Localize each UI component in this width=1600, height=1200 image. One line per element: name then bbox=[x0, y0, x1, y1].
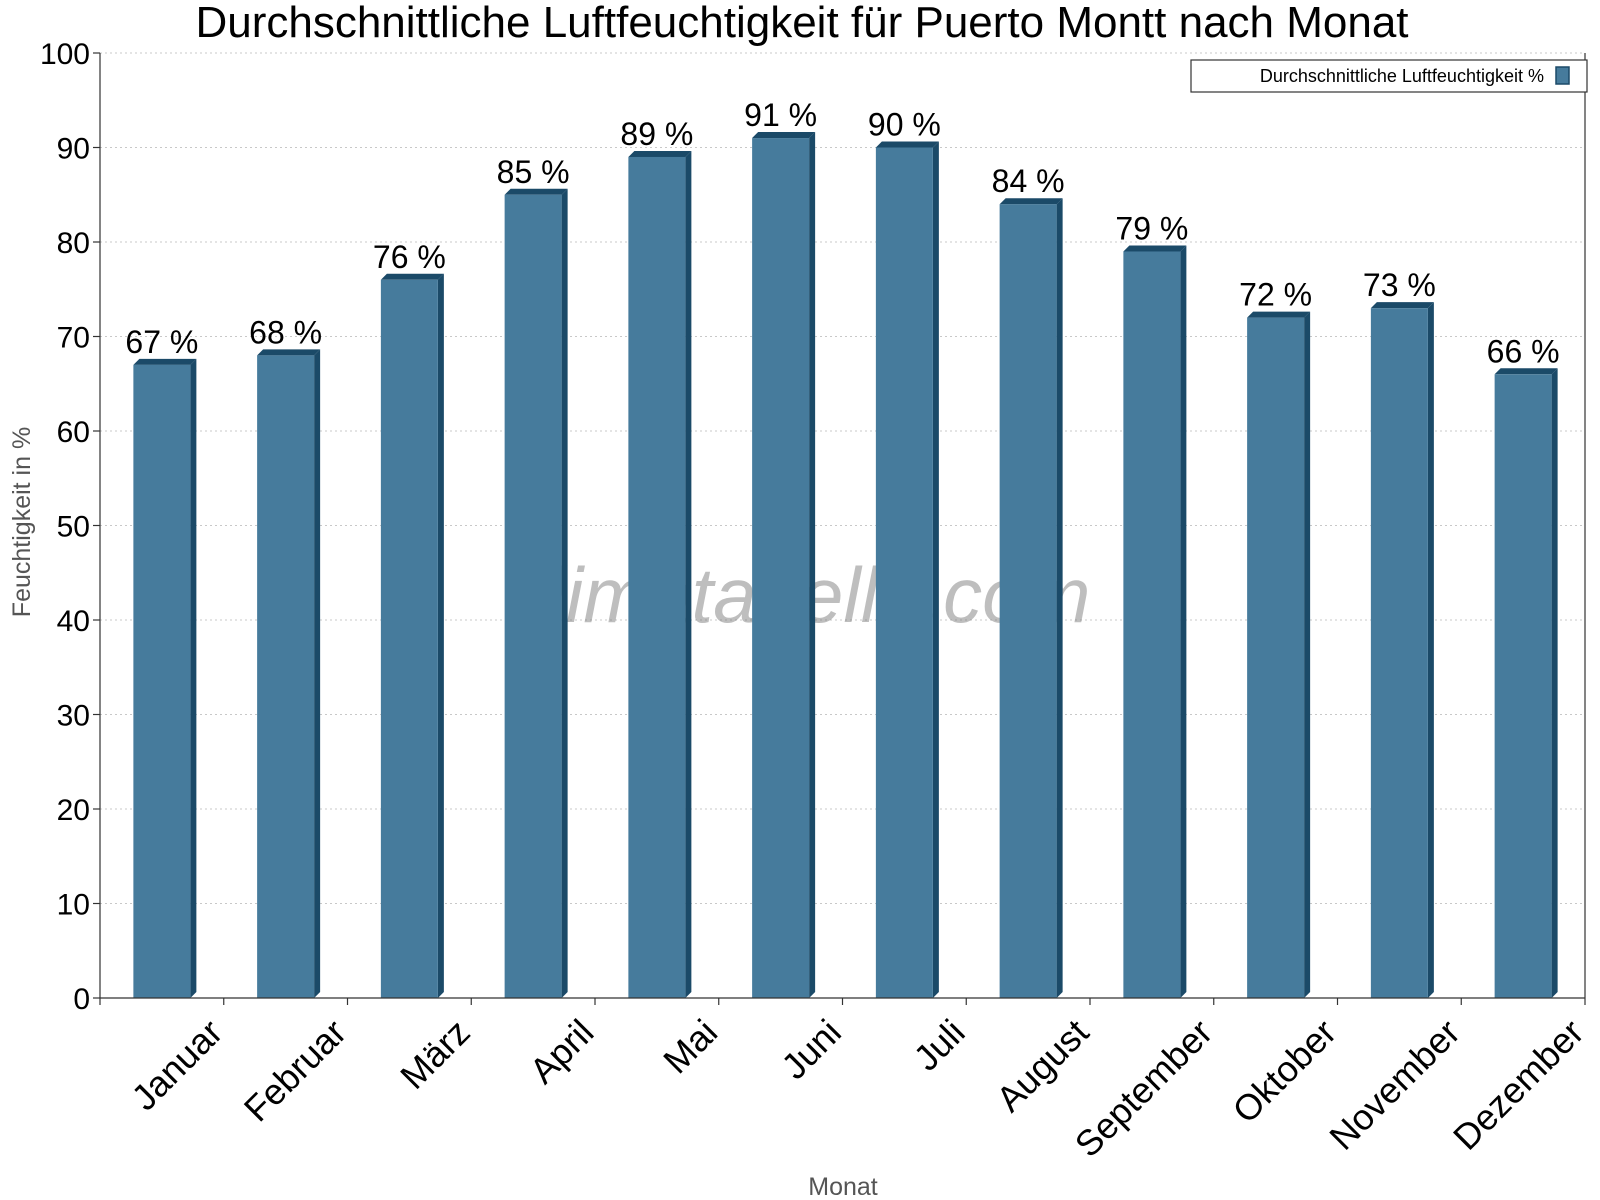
bar-top bbox=[257, 349, 321, 356]
bar-value-label: 76 % bbox=[373, 239, 446, 275]
bar-side bbox=[1304, 311, 1311, 999]
x-tick-label: Oktober bbox=[1224, 1011, 1344, 1131]
bar-value-label: 66 % bbox=[1487, 333, 1560, 369]
bar bbox=[133, 364, 191, 999]
y-tick-label: 20 bbox=[57, 794, 90, 827]
bar-group: 79 % bbox=[1115, 210, 1188, 998]
y-tick-label: 0 bbox=[73, 983, 90, 1016]
bar-top bbox=[628, 150, 692, 157]
bar-group: 72 % bbox=[1239, 277, 1312, 999]
y-tick-label: 90 bbox=[57, 133, 90, 166]
bar-value-label: 91 % bbox=[744, 97, 817, 133]
bar-top bbox=[1494, 368, 1558, 375]
bar-group: 91 % bbox=[744, 97, 817, 999]
bar-side bbox=[685, 150, 692, 998]
bar-value-label: 67 % bbox=[125, 324, 198, 360]
bar-value-label: 68 % bbox=[249, 314, 322, 350]
x-tick-label: Juli bbox=[906, 1011, 973, 1078]
y-tick-label: 10 bbox=[57, 889, 90, 922]
y-tick-label: 30 bbox=[57, 700, 90, 733]
bar bbox=[380, 279, 438, 998]
y-tick-label: 80 bbox=[57, 227, 90, 260]
bar-side bbox=[932, 141, 939, 998]
legend-swatch bbox=[1555, 66, 1570, 85]
bar-side bbox=[314, 349, 321, 998]
bar-group: 89 % bbox=[620, 116, 693, 998]
bar-group: 84 % bbox=[992, 163, 1065, 998]
x-tick-label: August bbox=[988, 1011, 1096, 1119]
y-tick-label: 40 bbox=[57, 605, 90, 638]
bar-top bbox=[875, 141, 939, 148]
bar-side bbox=[437, 273, 444, 998]
bar-group: 90 % bbox=[868, 107, 941, 998]
y-tick-label: 50 bbox=[57, 511, 90, 544]
bar-value-label: 90 % bbox=[868, 107, 941, 143]
bar-top bbox=[504, 188, 568, 195]
x-axis-title: Monat bbox=[808, 1173, 878, 1200]
bars-layer: 67 % 68 % 76 % 85 % 89 % 91 % 90 % 84 % 79 % 72 %… bbox=[125, 97, 1560, 999]
bar-side bbox=[1427, 302, 1434, 998]
bar-value-label: 73 % bbox=[1363, 267, 1436, 303]
bar-top bbox=[133, 358, 197, 365]
bar-top bbox=[1123, 245, 1187, 252]
bar bbox=[875, 147, 933, 998]
bar-side bbox=[1180, 245, 1187, 998]
bar-value-label: 89 % bbox=[620, 116, 693, 152]
y-tick-label: 100 bbox=[40, 38, 90, 71]
x-tick-label: Juni bbox=[773, 1011, 849, 1087]
bar bbox=[999, 204, 1057, 998]
bar bbox=[504, 194, 562, 998]
grid-layer bbox=[100, 52, 1585, 904]
legend-box bbox=[1190, 59, 1588, 93]
bar-value-label: 85 % bbox=[497, 154, 570, 190]
bar-value-label: 79 % bbox=[1115, 210, 1188, 246]
x-tick-label: Januar bbox=[123, 1011, 230, 1118]
y-axis-title: Feuchtigkeit in % bbox=[8, 427, 36, 617]
x-tick-label: Mai bbox=[655, 1011, 725, 1081]
bar-side bbox=[1551, 368, 1558, 998]
bar bbox=[257, 355, 315, 998]
x-tick-label: April bbox=[522, 1011, 602, 1091]
bar-value-label: 84 % bbox=[992, 163, 1065, 199]
bar-value-label: 72 % bbox=[1239, 277, 1312, 313]
x-tick-label: Dezember bbox=[1445, 1011, 1591, 1157]
bar-group: 73 % bbox=[1363, 267, 1436, 998]
bar-top bbox=[1247, 311, 1311, 318]
bar-top bbox=[752, 132, 816, 139]
bar-top bbox=[999, 198, 1063, 205]
bar bbox=[1123, 251, 1181, 998]
bar-side bbox=[809, 132, 816, 999]
legend: Durchschnittliche Luftfeuchtigkeit % bbox=[1190, 59, 1588, 93]
y-tick-label: 70 bbox=[57, 322, 90, 355]
bar-side bbox=[1056, 198, 1063, 998]
bar-group: 76 % bbox=[373, 239, 446, 998]
bar-group: 67 % bbox=[125, 324, 198, 999]
y-tick-label: 60 bbox=[57, 416, 90, 449]
chart-title: Durchschnittliche Luftfeuchtigkeit für P… bbox=[195, 0, 1408, 47]
bar-group: 85 % bbox=[497, 154, 570, 998]
x-tick-label: November bbox=[1321, 1011, 1467, 1157]
bar bbox=[1247, 317, 1305, 999]
bar-top bbox=[380, 273, 444, 280]
x-tick-label: Februar bbox=[236, 1011, 354, 1129]
bar bbox=[628, 156, 686, 998]
bar bbox=[1370, 308, 1428, 998]
bar-side bbox=[190, 358, 197, 999]
x-tick-label: März bbox=[392, 1011, 478, 1097]
bar-group: 68 % bbox=[249, 314, 322, 998]
bar bbox=[752, 138, 810, 999]
legend-label: Durchschnittliche Luftfeuchtigkeit % bbox=[1260, 66, 1544, 86]
bar-group: 66 % bbox=[1487, 333, 1560, 998]
bar-top bbox=[1370, 302, 1434, 309]
bar-side bbox=[561, 188, 568, 998]
bar bbox=[1494, 374, 1552, 998]
